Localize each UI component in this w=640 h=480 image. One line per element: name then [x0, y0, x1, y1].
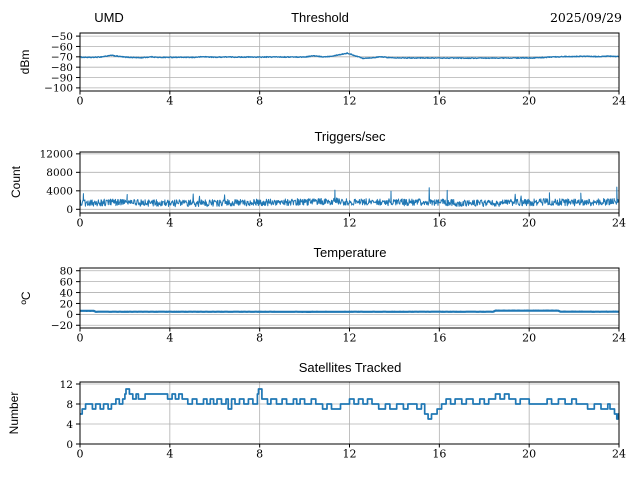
chart-title-threshold: Threshold — [291, 10, 349, 25]
y-axis-label-count: Count — [9, 165, 23, 199]
x-tick-label: 12 — [343, 217, 357, 230]
x-tick-label: 20 — [522, 332, 536, 345]
y-tick-label: 40 — [60, 287, 73, 299]
x-tick-label: 0 — [77, 95, 84, 108]
y-tick-label: 0 — [66, 309, 73, 321]
x-tick-label: 8 — [256, 95, 263, 108]
series-line-triggers_per_sec — [80, 186, 619, 208]
x-tick-label: 24 — [612, 217, 626, 230]
y-tick-label: −60 — [51, 41, 73, 53]
x-tick-label: 24 — [612, 448, 626, 461]
series-line-threshold_dbm — [80, 52, 619, 60]
x-tick-label: 8 — [256, 332, 263, 345]
y-tick-label: 4 — [66, 419, 73, 431]
x-tick-label: 8 — [256, 448, 263, 461]
x-tick-label: 20 — [522, 448, 536, 461]
x-tick-label: 4 — [166, 448, 173, 461]
chart-title-triggers: Triggers/sec — [314, 129, 386, 144]
x-tick-label: 12 — [343, 448, 357, 461]
series-line-temperature_c — [80, 309, 619, 313]
chart-title-satellites: Satellites Tracked — [298, 360, 402, 375]
x-tick-label: 4 — [166, 217, 173, 230]
y-tick-label: 8000 — [46, 167, 73, 179]
y-tick-label: −90 — [51, 72, 73, 84]
y-axis-label-number: Number — [7, 391, 21, 435]
y-tick-label: −70 — [51, 52, 73, 64]
y-tick-label: −100 — [44, 83, 73, 95]
x-tick-label: 8 — [256, 217, 263, 230]
x-tick-label: 16 — [432, 448, 446, 461]
y-tick-label: −50 — [51, 31, 73, 43]
y-tick-label: 12 — [60, 379, 73, 391]
x-tick-label: 0 — [77, 217, 84, 230]
x-tick-label: 0 — [77, 448, 84, 461]
x-tick-label: 0 — [77, 332, 84, 345]
x-tick-label: 24 — [612, 95, 626, 108]
x-tick-label: 12 — [343, 95, 357, 108]
y-tick-label: 0 — [66, 439, 73, 451]
x-tick-label: 20 — [522, 217, 536, 230]
y-tick-label: 12000 — [40, 149, 73, 161]
x-tick-label: 4 — [166, 332, 173, 345]
series-line-satellites_tracked — [80, 388, 619, 420]
x-tick-label: 16 — [432, 332, 446, 345]
y-tick-label: 0 — [66, 204, 73, 216]
y-tick-label: −20 — [51, 320, 73, 332]
y-tick-label: 20 — [60, 298, 73, 310]
y-tick-label: 60 — [60, 276, 73, 288]
x-tick-label: 16 — [432, 217, 446, 230]
x-tick-label: 20 — [522, 95, 536, 108]
x-tick-label: 4 — [166, 95, 173, 108]
y-axis-label-dbm: dBm — [18, 49, 32, 75]
y-tick-label: 4000 — [46, 186, 73, 198]
y-tick-label: −80 — [51, 62, 73, 74]
y-tick-label: 80 — [60, 266, 73, 278]
x-tick-label: 16 — [432, 95, 446, 108]
panel-4: 0 4 8 12 16 20 24 12 8 4 0 — [60, 379, 626, 461]
panel-2: 0 4 8 12 16 20 24 0 4000 8000 12000 — [40, 149, 626, 230]
station-label: UMD — [94, 10, 124, 25]
y-axis-label-celsius: ºC — [19, 291, 33, 305]
x-tick-label: 24 — [612, 332, 626, 345]
panel-1: 0 4 8 12 16 20 24 −50−60−70−80−90−100 — [44, 31, 626, 108]
y-tick-label: 8 — [66, 399, 73, 411]
x-tick-label: 12 — [343, 332, 357, 345]
chart-title-temperature: Temperature — [313, 245, 387, 260]
date-label: 2025/09/29 — [549, 10, 622, 25]
